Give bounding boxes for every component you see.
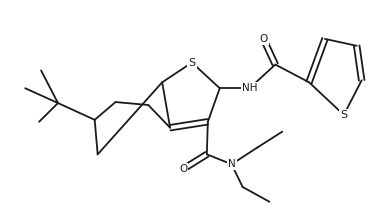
Text: N: N bbox=[228, 159, 236, 169]
Text: NH: NH bbox=[242, 83, 257, 93]
Text: O: O bbox=[259, 34, 268, 44]
Text: O: O bbox=[179, 164, 187, 174]
Text: S: S bbox=[188, 58, 195, 68]
Text: S: S bbox=[340, 110, 347, 120]
